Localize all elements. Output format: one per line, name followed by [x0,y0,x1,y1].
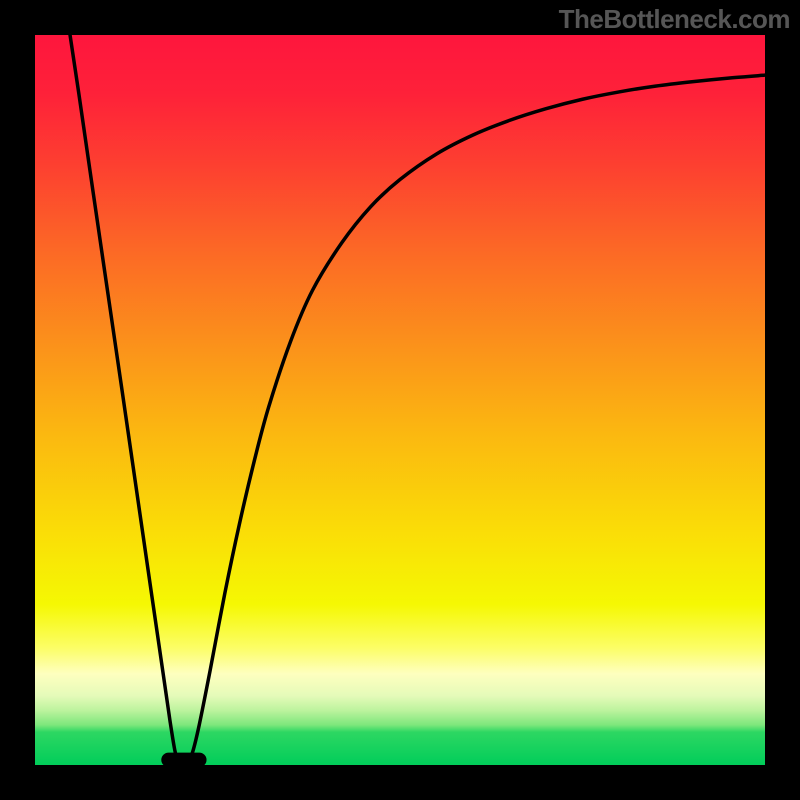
chart-background-gradient [35,35,765,765]
optimal-point-marker [161,753,206,768]
bottleneck-curve-chart [0,0,800,800]
chart-container: TheBottleneck.com [0,0,800,800]
watermark-text: TheBottleneck.com [559,4,790,35]
